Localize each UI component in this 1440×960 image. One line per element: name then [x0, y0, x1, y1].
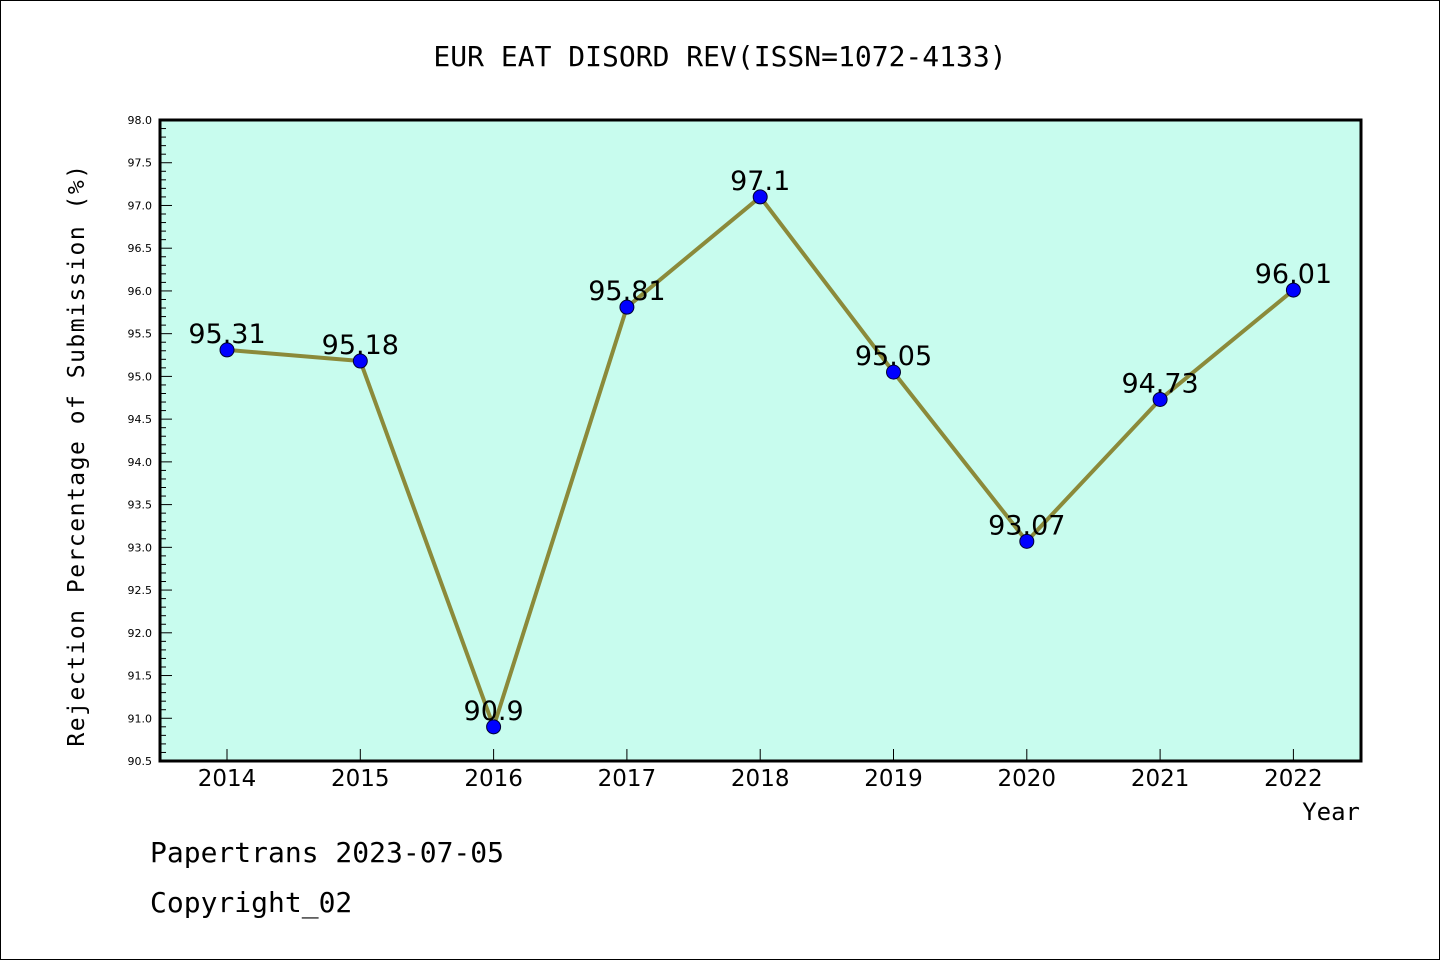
data-label: 95.05 — [855, 341, 932, 372]
plot-area — [160, 120, 1361, 761]
x-tick-label: 2022 — [1264, 766, 1323, 792]
marker-layer — [219, 189, 1301, 735]
data-point — [352, 353, 368, 369]
data-label: 97.1 — [730, 166, 790, 197]
x-axis-title: Year — [1302, 798, 1360, 826]
data-point — [886, 364, 901, 380]
y-tick-label: 96.5 — [128, 242, 153, 255]
y-tick-label: 91.0 — [128, 712, 153, 725]
y-tick-label: 97.0 — [128, 199, 153, 212]
data-point — [1019, 533, 1035, 549]
data-label-layer: 95.31 95.18 90.9 95.81 97.1 95.05 93.07 94.73 96… — [188, 166, 1332, 727]
data-point — [1285, 282, 1301, 298]
x-tick-label: 2015 — [331, 766, 390, 792]
x-tick-label: 2020 — [998, 766, 1057, 792]
data-point — [752, 189, 768, 205]
y-tick-label: 93.5 — [128, 499, 153, 512]
data-point — [219, 342, 235, 358]
data-label: 94.73 — [1121, 368, 1198, 399]
y-tick-label: 97.5 — [128, 157, 153, 170]
x-tick-label: 2017 — [598, 766, 657, 792]
data-label: 95.81 — [588, 276, 665, 307]
footer-copyright: Copyright_02 — [150, 886, 353, 919]
y-tick-label: 92.0 — [128, 627, 153, 640]
y-tick-label: 95.0 — [128, 370, 153, 383]
y-tick-label: 95.5 — [128, 328, 153, 341]
y-tick-label: 90.5 — [128, 755, 153, 768]
y-tick-label: 92.5 — [128, 584, 153, 597]
data-point — [619, 299, 635, 315]
y-axis: 90.5 91.0 91.5 92.0 92.5 93.0 93.5 94.0 94.5 95.0… — [128, 114, 172, 768]
data-point — [486, 719, 502, 735]
x-tick-label: 2016 — [464, 766, 523, 792]
x-tick-label: 2018 — [731, 766, 790, 792]
data-label: 96.01 — [1255, 259, 1332, 290]
x-axis: 2014 2015 2016 2017 2018 2019 2020 2021 2022 — [198, 749, 1323, 792]
y-tick-label: 94.5 — [128, 413, 153, 426]
plot-border — [158, 118, 1363, 763]
chart-title: EUR EAT DISORD REV(ISSN=1072-4133) — [433, 40, 1006, 73]
data-label: 95.18 — [322, 330, 399, 361]
y-axis-title: Rejection Percentage of Submission (%) — [64, 163, 90, 746]
footer-credit: Papertrans 2023-07-05 — [150, 836, 505, 869]
y-tick-label: 91.5 — [128, 670, 153, 683]
data-label: 93.07 — [988, 510, 1065, 541]
y-tick-label: 96.0 — [128, 285, 153, 298]
x-tick-label: 2014 — [198, 766, 257, 792]
data-point — [1152, 391, 1168, 407]
x-tick-label: 2021 — [1131, 766, 1190, 792]
y-tick-label: 98.0 — [128, 114, 153, 127]
y-tick-label: 93.0 — [128, 541, 153, 554]
y-tick-label: 94.0 — [128, 456, 153, 469]
data-label: 95.31 — [188, 319, 265, 350]
data-label: 90.9 — [464, 696, 524, 727]
x-tick-label: 2019 — [864, 766, 923, 792]
